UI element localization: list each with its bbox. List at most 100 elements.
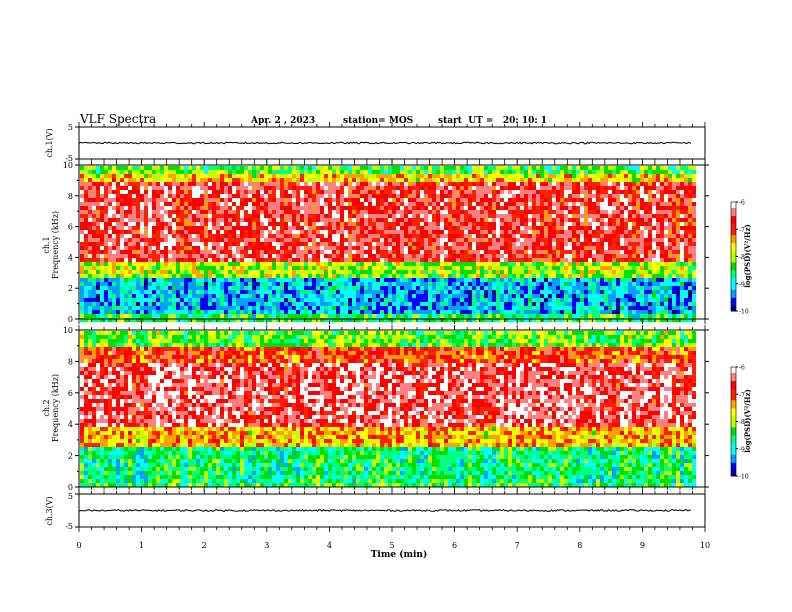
- spectrogram-cell: [392, 198, 396, 202]
- spectrogram-cell: [308, 226, 312, 230]
- spectrogram-cell: [120, 266, 124, 270]
- spectrogram-cell: [584, 174, 588, 178]
- spectrogram-cell: [228, 310, 232, 314]
- spectrogram-cell: [488, 270, 492, 274]
- spectrogram-cell: [460, 174, 464, 178]
- spectrogram-cell: [540, 182, 544, 186]
- spectrogram-cell: [500, 230, 504, 234]
- spectrogram-cell: [384, 250, 388, 254]
- spectrogram-cell: [156, 266, 160, 270]
- spectrogram-cell: [460, 242, 464, 246]
- spectrogram-cell: [588, 274, 592, 278]
- spectrogram-cell: [572, 214, 576, 218]
- spectrogram-cell: [436, 190, 440, 194]
- spectrogram-cell: [368, 302, 372, 306]
- spectrogram-cell: [196, 190, 200, 194]
- spectrogram-cell: [308, 242, 312, 246]
- spectrogram-cell: [260, 222, 264, 226]
- spectrogram-cell: [412, 242, 416, 246]
- spectrogram-cell: [196, 298, 200, 302]
- spectrogram-cell: [532, 218, 536, 222]
- spectrogram-cell: [84, 178, 88, 182]
- spectrogram-cell: [376, 318, 380, 322]
- spectrogram-cell: [340, 234, 344, 238]
- spectrogram-cell: [388, 206, 392, 210]
- spectrogram-cell: [588, 234, 592, 238]
- spectrogram-cell: [444, 266, 448, 270]
- spectrogram-cell: [336, 254, 340, 258]
- spectrogram-cell: [132, 194, 136, 198]
- spectrogram-cell: [200, 254, 204, 258]
- spectrogram-cell: [160, 194, 164, 198]
- spectrogram-cell: [316, 242, 320, 246]
- spectrogram-cell: [124, 226, 128, 230]
- spectrogram-cell: [204, 166, 208, 170]
- spectrogram-cell: [560, 310, 564, 314]
- spectrogram-cell: [472, 302, 476, 306]
- spectrogram-cell: [536, 270, 540, 274]
- spectrogram-cell: [260, 198, 264, 202]
- spectrogram-cell: [280, 234, 284, 238]
- spectrogram-cell: [356, 262, 360, 266]
- spectrogram-cell: [576, 294, 580, 298]
- spectrogram-cell: [80, 246, 84, 250]
- spectrogram-cell: [292, 294, 296, 298]
- spectrogram-cell: [184, 250, 188, 254]
- spectrogram-cell: [388, 266, 392, 270]
- spectrogram-cell: [324, 174, 328, 178]
- spectrogram-cell: [432, 282, 436, 286]
- spectrogram-cell: [272, 302, 276, 306]
- spectrogram-cell: [372, 298, 376, 302]
- spectrogram-cell: [352, 294, 356, 298]
- spectrogram-cell: [92, 182, 96, 186]
- spectrogram-cell: [468, 190, 472, 194]
- spectrogram-cell: [464, 202, 468, 206]
- spectrogram-cell: [376, 202, 380, 206]
- spectrogram-cell: [256, 206, 260, 210]
- spectrogram-cell: [132, 274, 136, 278]
- spectrogram-cell: [448, 178, 452, 182]
- spectrogram-cell: [276, 310, 280, 314]
- spectrogram-cell: [196, 286, 200, 290]
- spectrogram-cell: [156, 254, 160, 258]
- spectrogram-cell: [584, 206, 588, 210]
- spectrogram-cell: [348, 258, 352, 262]
- spectrogram-cell: [280, 178, 284, 182]
- spectrogram-cell: [516, 218, 520, 222]
- spectrogram-cell: [140, 186, 144, 190]
- spectrogram-cell: [412, 230, 416, 234]
- spectrogram-cell: [148, 278, 152, 282]
- spectrogram-cell: [204, 194, 208, 198]
- spectrogram-cell: [468, 310, 472, 314]
- spectrogram-cell: [248, 170, 252, 174]
- spectrogram-cell: [168, 246, 172, 250]
- spectrogram-cell: [144, 206, 148, 210]
- spectrogram-cell: [144, 198, 148, 202]
- spectrogram-cell: [580, 294, 584, 298]
- spectrogram-cell: [576, 310, 580, 314]
- spectrogram-cell: [268, 242, 272, 246]
- spectrogram-cell: [532, 294, 536, 298]
- spectrogram-cell: [484, 310, 488, 314]
- spectrogram-cell: [352, 314, 356, 318]
- spectrogram-cell: [276, 210, 280, 214]
- spectrogram-cell: [116, 274, 120, 278]
- spectrogram-cell: [364, 182, 368, 186]
- spectrogram-cell: [180, 282, 184, 286]
- spectrogram-cell: [148, 242, 152, 246]
- spectrogram-cell: [516, 194, 520, 198]
- spectrogram-cell: [404, 290, 408, 294]
- spectrogram-cell: [544, 238, 548, 242]
- spectrogram-cell: [460, 218, 464, 222]
- spectrogram-cell: [260, 246, 264, 250]
- spectrogram-cell: [184, 274, 188, 278]
- spectrogram-cell: [284, 218, 288, 222]
- spectrogram-cell: [276, 254, 280, 258]
- spectrogram-cell: [332, 262, 336, 266]
- spectrogram-cell: [300, 170, 304, 174]
- spectrogram-cell: [396, 278, 400, 282]
- spectrogram-cell: [136, 258, 140, 262]
- spectrogram-cell: [80, 262, 84, 266]
- spectrogram-cell: [356, 174, 360, 178]
- spectrogram-cell: [280, 274, 284, 278]
